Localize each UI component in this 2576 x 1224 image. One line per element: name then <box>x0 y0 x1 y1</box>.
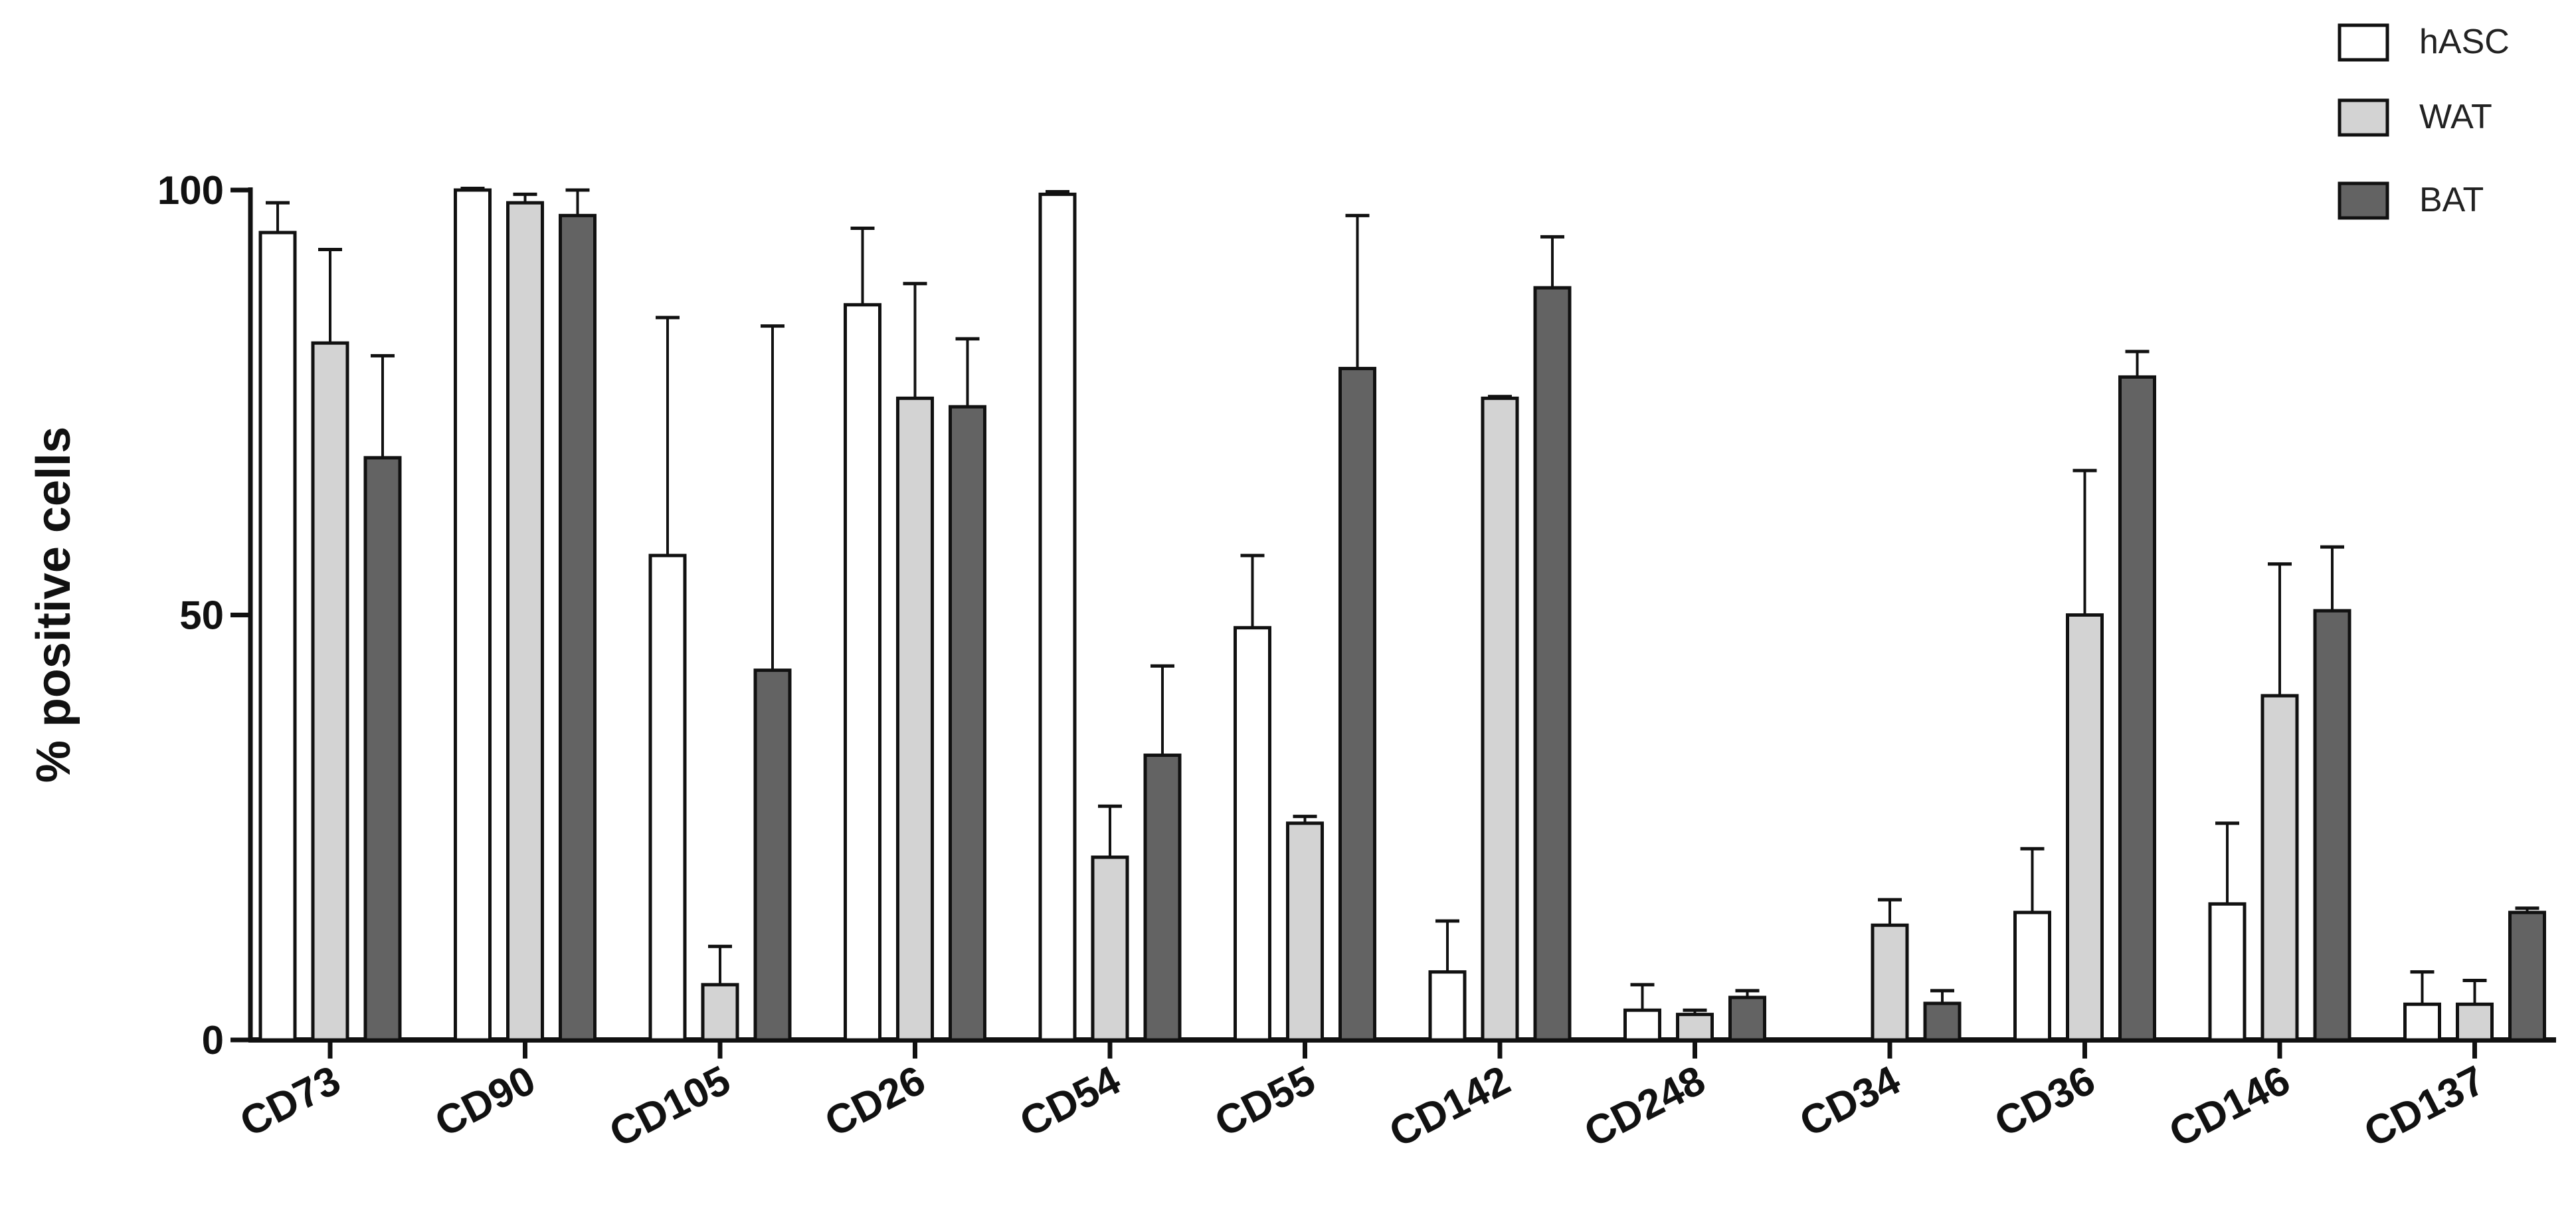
bar-bat-cd55 <box>1338 367 1376 1042</box>
bar-bat-cd26 <box>949 405 986 1042</box>
x-category-label: CD36 <box>1987 1057 2102 1146</box>
legend-swatch-bat <box>2338 181 2389 220</box>
bar-wat-cd34 <box>1871 923 1909 1042</box>
bar-bat-cd146 <box>2313 609 2351 1042</box>
x-category-label: CD142 <box>1382 1057 1517 1156</box>
x-category-label: CD137 <box>2357 1057 2492 1156</box>
bar-wat-cd105 <box>701 983 739 1042</box>
bar-bat-cd137 <box>2508 910 2546 1042</box>
x-category-label: CD26 <box>818 1057 933 1146</box>
bar-hasc-cd105 <box>648 554 687 1042</box>
bar-wat-cd73 <box>311 341 349 1042</box>
bar-bat-cd142 <box>1533 286 1572 1042</box>
bar-wat-cd55 <box>1286 821 1324 1042</box>
legend-label-hasc: hASC <box>2419 23 2510 61</box>
bar-hasc-cd73 <box>258 231 297 1042</box>
bar-bat-cd248 <box>1728 995 1766 1042</box>
bar-wat-cd26 <box>896 396 934 1042</box>
bar-bat-cd73 <box>363 456 402 1042</box>
bar-wat-cd146 <box>2260 694 2299 1042</box>
x-category-label: CD34 <box>1793 1057 1908 1146</box>
x-category-label: CD105 <box>602 1057 737 1156</box>
bar-wat-cd36 <box>2066 613 2104 1042</box>
bar-bat-cd90 <box>559 213 597 1042</box>
bar-bat-cd34 <box>1923 1001 1962 1042</box>
bar-hasc-cd55 <box>1234 626 1271 1042</box>
x-category-label: CD73 <box>233 1057 348 1146</box>
legend-label-bat: BAT <box>2419 181 2484 219</box>
x-category-label: CD55 <box>1208 1057 1323 1146</box>
x-category-label: CD54 <box>1013 1057 1128 1146</box>
x-category-label: CD90 <box>428 1057 543 1146</box>
bar-hasc-cd142 <box>1428 970 1467 1042</box>
bar-wat-cd90 <box>506 201 544 1042</box>
bar-hasc-cd146 <box>2208 902 2247 1042</box>
bar-wat-cd54 <box>1091 855 1129 1042</box>
bar-wat-cd142 <box>1481 396 1519 1042</box>
y-axis-title: % positive cells <box>27 427 80 783</box>
bars <box>258 186 2546 1042</box>
x-category-label: CD146 <box>2162 1057 2297 1156</box>
y-tick-label: 0 <box>202 1018 224 1063</box>
legend: hASC WAT BAT <box>2338 23 2510 220</box>
legend-swatch-wat <box>2338 98 2389 137</box>
axes <box>230 187 2556 1059</box>
bar-hasc-cd26 <box>844 303 881 1042</box>
bar-wat-cd137 <box>2456 1002 2494 1042</box>
x-category-label: CD248 <box>1578 1057 1712 1156</box>
legend-swatch-hasc <box>2338 23 2389 62</box>
bar-bat-cd54 <box>1143 754 1182 1042</box>
legend-label-wat: WAT <box>2419 98 2492 136</box>
bar-bat-cd105 <box>753 668 792 1042</box>
bar-hasc-cd137 <box>2403 1002 2441 1042</box>
bar-hasc-cd90 <box>454 188 492 1042</box>
y-tick-label: 50 <box>179 593 224 638</box>
y-tick-label: 100 <box>157 168 224 213</box>
bar-hasc-cd248 <box>1623 1008 1661 1042</box>
bar-hasc-cd36 <box>2013 910 2051 1042</box>
bar-bat-cd36 <box>2118 375 2156 1042</box>
bar-hasc-cd54 <box>1038 192 1077 1042</box>
bar-wat-cd248 <box>1676 1013 1714 1042</box>
